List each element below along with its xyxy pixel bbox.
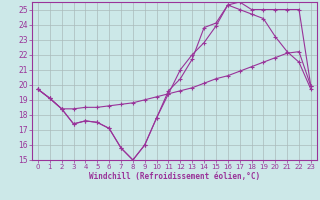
X-axis label: Windchill (Refroidissement éolien,°C): Windchill (Refroidissement éolien,°C) — [89, 172, 260, 181]
